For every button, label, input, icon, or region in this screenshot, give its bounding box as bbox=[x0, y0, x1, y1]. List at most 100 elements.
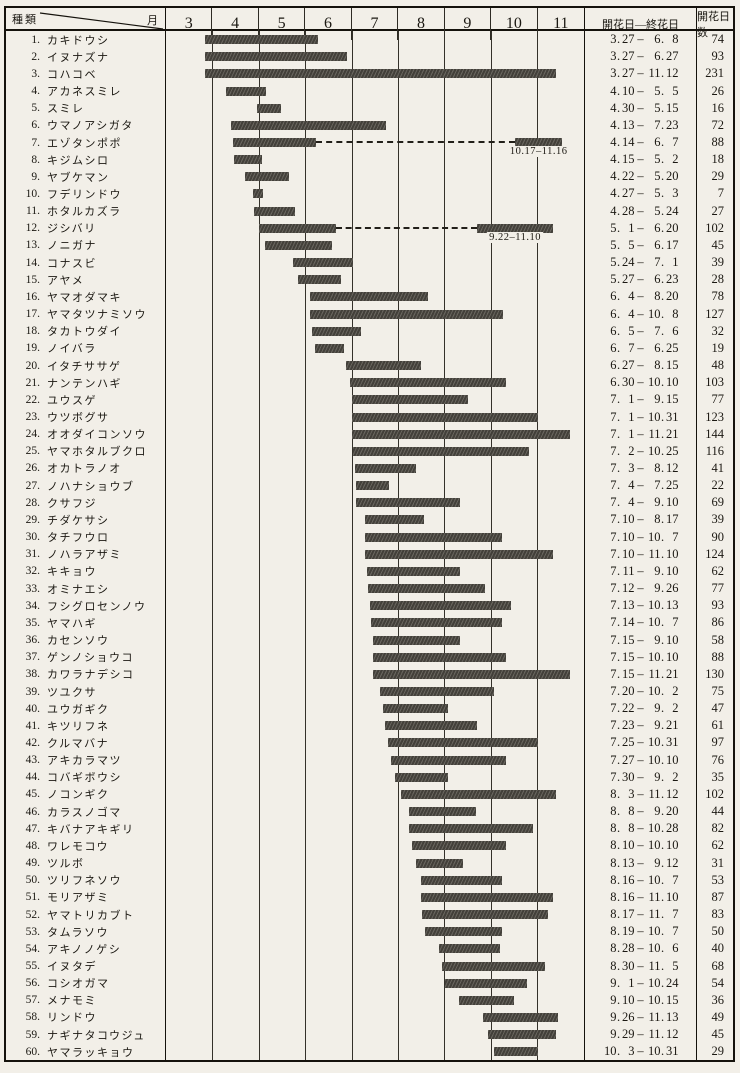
flowering-bar-track bbox=[166, 751, 585, 769]
species-row: 29. チダケサシ 7. 10–8. 17 39 bbox=[6, 511, 733, 529]
month-gridline bbox=[305, 31, 307, 1060]
species-name: クルマバナ bbox=[47, 737, 110, 750]
flowering-days-value: 49 bbox=[711, 1009, 725, 1024]
species-number: 58. bbox=[25, 1011, 40, 1024]
flowering-days-value: 103 bbox=[705, 375, 724, 390]
flowering-bar-track bbox=[166, 580, 585, 598]
flowering-period-bar bbox=[494, 1047, 538, 1057]
flowering-bar-track bbox=[166, 339, 585, 357]
species-name: イヌナズナ bbox=[47, 51, 110, 64]
species-name: クサフジ bbox=[47, 497, 97, 510]
species-name: フシグロセンノウ bbox=[47, 600, 147, 613]
flowering-bar-track bbox=[166, 545, 585, 563]
species-number: 39. bbox=[25, 685, 40, 698]
species-row: 51. モリアザミ 8. 16–11. 10 87 bbox=[6, 888, 733, 906]
species-row: 2. イヌナズナ 3. 27–6. 27 93 bbox=[6, 48, 733, 66]
species-label-cell: 32. キキョウ bbox=[6, 562, 166, 580]
species-name: ヤマホタルブクロ bbox=[47, 446, 147, 459]
species-number: 48. bbox=[25, 839, 40, 852]
flowering-days-value: 82 bbox=[711, 821, 725, 836]
species-label-cell: 5. スミレ bbox=[6, 99, 166, 117]
species-number: 5. bbox=[31, 102, 40, 115]
flowering-bar-track bbox=[166, 820, 585, 838]
species-row: 44. コバギボウシ 7. 30–9. 2 35 bbox=[6, 768, 733, 786]
species-number: 1. bbox=[31, 33, 40, 46]
flowering-days-value: 76 bbox=[711, 752, 725, 767]
flowering-bar-track bbox=[166, 408, 585, 426]
flowering-period-dates: 7. 22–9. 2 bbox=[585, 700, 697, 718]
flowering-period-dates: 5. 24–7. 1 bbox=[585, 254, 697, 272]
flowering-period-dates: 4. 14–6. 7 bbox=[585, 133, 697, 152]
flowering-days-value: 16 bbox=[711, 100, 725, 115]
flowering-period-dates: 7. 15–9. 10 bbox=[585, 631, 697, 649]
flowering-period-bar bbox=[309, 309, 504, 319]
species-row: 32. キキョウ 7. 11–9. 10 62 bbox=[6, 562, 733, 580]
flowering-period-bar bbox=[351, 395, 468, 405]
flowering-period-bar bbox=[458, 995, 514, 1005]
month-gridline bbox=[537, 31, 539, 1060]
flowering-period-bar bbox=[365, 549, 554, 559]
species-row: 54. アキノノゲシ 8. 28–10. 6 40 bbox=[6, 940, 733, 958]
species-label-cell: 51. モリアザミ bbox=[6, 888, 166, 906]
flowering-bar-track bbox=[166, 459, 585, 478]
header-cell-period: 開花日—終花日 bbox=[585, 8, 697, 40]
flowering-period-bar bbox=[488, 1030, 557, 1040]
flowering-period-dates: 6. 4–8. 20 bbox=[585, 288, 697, 306]
flowering-period-dates: 4. 15–5. 2 bbox=[585, 151, 697, 169]
flowering-period-dates: 7. 30–9. 2 bbox=[585, 768, 697, 786]
species-number: 46. bbox=[25, 805, 40, 818]
flowering-bar-track bbox=[166, 768, 585, 786]
flowering-bar-track bbox=[166, 957, 585, 975]
species-number: 36. bbox=[25, 634, 40, 647]
species-label-cell: 14. コナスビ bbox=[6, 254, 166, 272]
species-name: オカトラノオ bbox=[47, 463, 122, 476]
flowering-period-dates: 7. 11–9. 10 bbox=[585, 562, 697, 580]
species-name: タチフウロ bbox=[47, 532, 110, 545]
flowering-bar-track bbox=[166, 185, 585, 203]
species-label-cell: 2. イヌナズナ bbox=[6, 48, 166, 66]
flowering-days-value: 62 bbox=[711, 563, 725, 578]
flowering-period-bar bbox=[365, 532, 502, 542]
species-number: 6. bbox=[31, 119, 40, 132]
flowering-period-bar bbox=[351, 429, 571, 439]
species-number: 33. bbox=[25, 582, 40, 595]
flowering-period-bar bbox=[226, 86, 267, 96]
species-name: ヤマタツナミソウ bbox=[47, 309, 147, 322]
flowering-period-bar bbox=[366, 566, 461, 576]
species-name: メナモミ bbox=[47, 995, 97, 1008]
species-label-cell: 31. ノハラアザミ bbox=[6, 545, 166, 563]
species-name: オオダイコンソウ bbox=[47, 429, 147, 442]
species-row: 14. コナスビ 5. 24–7. 1 39 bbox=[6, 254, 733, 272]
species-row: 22. ユウスゲ 7. 1–9. 15 77 bbox=[6, 391, 733, 409]
flowering-period-dates: 7. 23–9. 21 bbox=[585, 717, 697, 735]
flowering-period-bar bbox=[401, 789, 557, 799]
flowering-period-bar bbox=[408, 807, 476, 817]
flowering-days-value: 53 bbox=[711, 872, 725, 887]
species-row: 3. コハコベ 3. 27–11. 12 231 bbox=[6, 65, 733, 83]
flowering-days-value: 87 bbox=[711, 889, 725, 904]
species-label-cell: 50. ツリフネソウ bbox=[6, 871, 166, 889]
flowering-period-dates: 7. 10–10. 7 bbox=[585, 528, 697, 546]
species-number: 10. bbox=[25, 187, 40, 200]
species-number: 21. bbox=[25, 376, 40, 389]
flowering-period-table: 種類 月 3 4 5 6 7 8 9 10 11 開花日—終花日 開花日数 1. カキドウシ 3… bbox=[4, 6, 735, 1062]
flowering-days-value: 77 bbox=[711, 392, 725, 407]
flowering-period-bar bbox=[372, 635, 461, 645]
flowering-days-value: 29 bbox=[711, 169, 725, 184]
species-name: カワラナデシコ bbox=[47, 669, 135, 682]
species-name: カセンソウ bbox=[47, 635, 110, 648]
flowering-period-bar bbox=[354, 463, 417, 473]
flowering-period-bar bbox=[204, 35, 318, 45]
flowering-period-dates: 7. 27–10. 10 bbox=[585, 751, 697, 769]
species-number: 17. bbox=[25, 308, 40, 321]
flowering-period-dates: 8. 3–11. 12 bbox=[585, 785, 697, 804]
species-row: 36. カセンソウ 7. 15–9. 10 58 bbox=[6, 631, 733, 649]
species-row: 48. ワレモコウ 8. 10–10. 10 62 bbox=[6, 837, 733, 855]
flowering-days-value: 31 bbox=[711, 855, 725, 870]
species-label-cell: 13. ノニガナ bbox=[6, 236, 166, 255]
flowering-bar-track bbox=[166, 888, 585, 906]
species-row: 4. アカネスミレ 4. 10–5. 5 26 bbox=[6, 82, 733, 100]
header-cell-species: 種類 月 bbox=[6, 8, 166, 40]
flowering-period-dates: 4. 28–5. 24 bbox=[585, 202, 697, 220]
flowering-days-value: 69 bbox=[711, 495, 725, 510]
